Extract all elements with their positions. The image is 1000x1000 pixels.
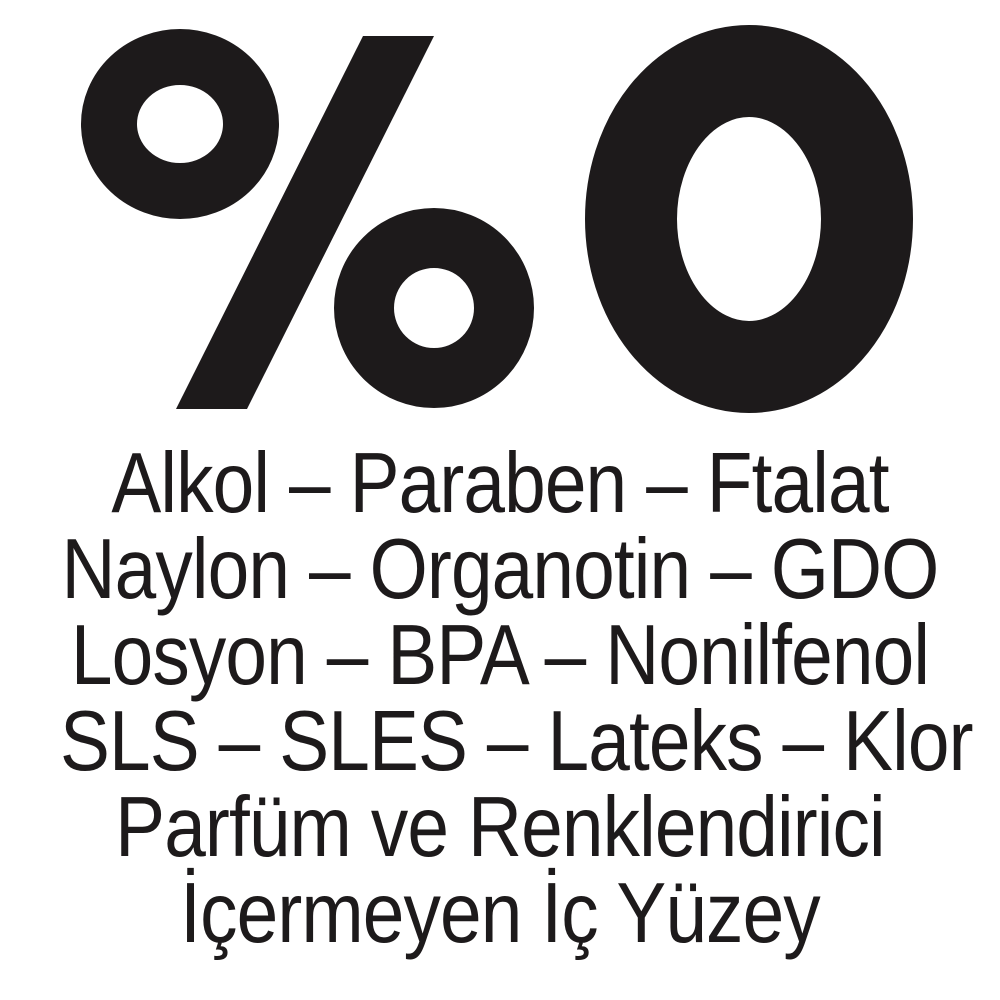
claim-line: SLS – SLES – Lateks – Klor (60, 694, 974, 789)
percent-bottom-circle (334, 208, 534, 408)
percent-top-circle (81, 29, 279, 219)
percent-slash (176, 36, 434, 409)
claim-line: Naylon – Organotin – GDO (61, 522, 940, 617)
claim-line: Parfüm ve Renklendirici (115, 780, 886, 875)
claim-line: İçermeyen İç Yüzey (180, 866, 821, 961)
percent-zero-graphic (81, 25, 913, 413)
claim-line: Losyon – BPA – Nonilfenol (70, 608, 930, 703)
claim-line: Alkol – Paraben – Ftalat (111, 436, 889, 531)
zero-digit (585, 25, 913, 413)
claims-list: Alkol – Paraben – Ftalat Naylon – Organo… (60, 436, 974, 961)
